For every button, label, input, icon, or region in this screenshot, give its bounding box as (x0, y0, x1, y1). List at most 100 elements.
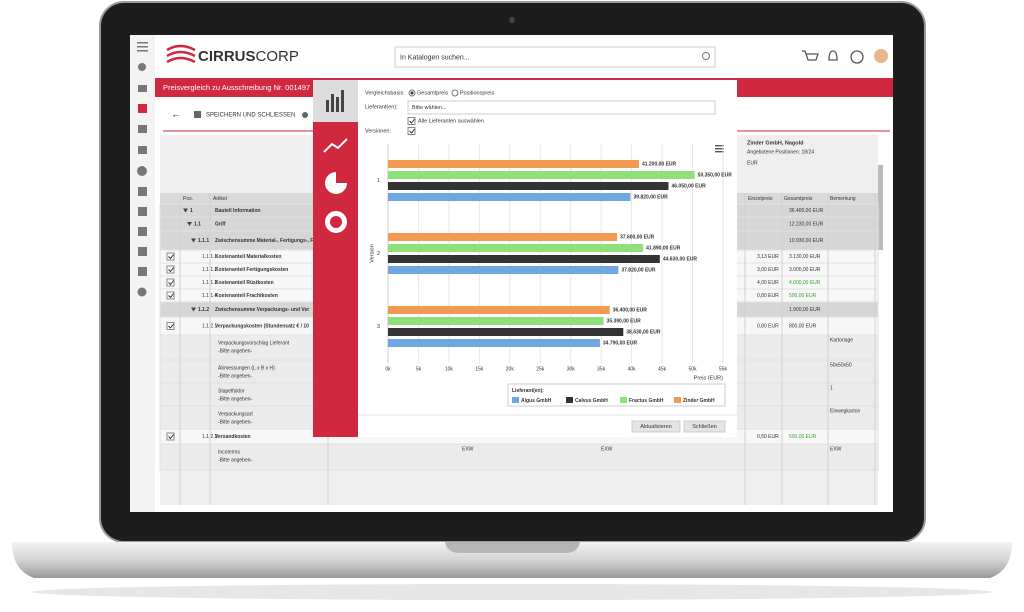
logo: CIRRUSCORP (198, 48, 299, 65)
x-tick-label: 40k (628, 366, 637, 372)
checkbox[interactable] (407, 117, 416, 125)
checkbox[interactable] (407, 127, 416, 135)
total-price: 36.400,00 EUR (789, 208, 824, 214)
row-checkbox[interactable] (166, 322, 175, 330)
checkmark (168, 434, 174, 440)
value-label: 41.200,00 EUR (642, 161, 677, 167)
chart-menu-icon[interactable] (715, 145, 724, 147)
attribute-label: Verpackungsart (218, 411, 253, 417)
back-arrow[interactable]: ← (171, 110, 181, 121)
remark: Einwegkarton (830, 408, 861, 414)
checkmark (168, 254, 174, 260)
star-icon[interactable] (138, 63, 146, 71)
currency: EUR (747, 160, 758, 166)
unit-price: 0,50 EUR (757, 434, 779, 440)
label: Lieferant(en): (365, 104, 398, 110)
bar (388, 328, 624, 336)
search-icon[interactable] (702, 52, 710, 60)
chart-type-selected[interactable] (313, 80, 358, 122)
remark: 50x50x50 (830, 362, 852, 368)
row-checkbox[interactable] (166, 265, 175, 274)
cart-icon[interactable] (802, 50, 819, 61)
row-checkbox[interactable] (166, 432, 175, 441)
value-label: 44.630,00 EUR (663, 256, 698, 262)
button[interactable] (683, 420, 726, 433)
total-price: 500,00 EUR (789, 293, 817, 299)
expand-toggle[interactable] (191, 307, 196, 312)
radio[interactable] (451, 89, 459, 97)
attribute-label: Stapelfaktor (218, 388, 245, 394)
settings-icon[interactable] (137, 287, 147, 297)
position: 1.1.2 (198, 307, 209, 313)
avatar[interactable] (874, 49, 888, 63)
article: Kostenanteil Fertigungskosten (215, 267, 288, 273)
menu-icon[interactable] (137, 42, 148, 44)
row-checkbox[interactable] (166, 278, 175, 287)
row-checkbox[interactable] (166, 252, 175, 261)
nav-icon[interactable] (137, 166, 147, 176)
bar (388, 171, 695, 179)
position: 1.1.1 (198, 238, 209, 244)
settings-icon[interactable] (302, 112, 308, 118)
checkmark (168, 323, 174, 329)
donut-chart-icon[interactable] (325, 211, 347, 233)
nav-icon[interactable] (138, 125, 147, 133)
chart-menu-icon[interactable] (715, 148, 724, 150)
column-header: Artikel (213, 196, 227, 202)
attribute-label: Incoterms (218, 449, 240, 455)
y-tick-label: 3 (377, 324, 380, 330)
article: Kostenanteil Frachtkosten (215, 293, 278, 299)
row-checkbox[interactable] (166, 291, 175, 300)
help-icon[interactable] (850, 50, 864, 64)
nav-icon[interactable] (138, 247, 147, 256)
menu-icon[interactable] (137, 50, 148, 52)
chart-menu-icon[interactable] (715, 151, 724, 153)
nav-icon[interactable] (138, 207, 147, 216)
search-box[interactable] (394, 46, 716, 68)
save-icon[interactable] (194, 111, 201, 118)
legend-box (507, 383, 726, 407)
attribute-hint: -Bitte angeben- (218, 419, 253, 425)
bar (388, 255, 660, 263)
nav-icon[interactable] (138, 267, 147, 276)
bar (388, 339, 600, 347)
nav-icon[interactable] (138, 227, 147, 236)
bar-chart-icon (326, 90, 344, 112)
nav-icon[interactable] (138, 146, 147, 154)
checkmark (409, 118, 415, 124)
supplier-positions: Angebotene Positionen: 18/24 (747, 149, 814, 155)
attribute-label: Abmessungen (L x B x H) (218, 365, 275, 371)
expand-toggle[interactable] (183, 208, 188, 213)
value-label: 34.790,00 EUR (603, 340, 638, 346)
x-axis-label: Preis (EUR) (694, 375, 724, 381)
expand-toggle[interactable] (187, 222, 192, 226)
pie-chart-icon[interactable] (325, 172, 347, 194)
radio-label: Gesamtpreis (417, 90, 448, 96)
sidebar-icons (137, 42, 148, 297)
total-price: 500,00 EUR (789, 434, 817, 440)
offer-value: EXW (601, 446, 613, 452)
article: Griff (215, 221, 226, 227)
nav-icon[interactable] (138, 187, 147, 196)
bar (388, 182, 669, 190)
expand-toggle[interactable] (191, 238, 196, 243)
x-tick-label: 15k (475, 366, 484, 372)
nav-icon[interactable] (138, 85, 147, 92)
total-price: 800,00 EUR (789, 323, 817, 329)
save-button[interactable]: SPEICHERN UND SCHLIESSEN (206, 113, 295, 119)
nav-icon-active[interactable] (138, 104, 147, 113)
checkmark (409, 128, 415, 134)
page-title: Preisvergleich zu Ausschreibung Nr. 0014… (163, 83, 310, 92)
unit-price: 0,80 EUR (757, 293, 779, 299)
total-price: 10.930,00 EUR (789, 238, 824, 244)
remark: 1 (830, 385, 833, 391)
unit-price: 3,00 EUR (757, 267, 779, 273)
bell-icon[interactable] (828, 50, 838, 61)
value-label: 37.820,00 EUR (621, 267, 656, 273)
button[interactable] (631, 420, 681, 433)
article: Versandkosten (215, 434, 251, 440)
supplier-select[interactable] (407, 100, 716, 115)
menu-icon[interactable] (137, 46, 148, 48)
line-chart-icon[interactable] (323, 138, 348, 153)
